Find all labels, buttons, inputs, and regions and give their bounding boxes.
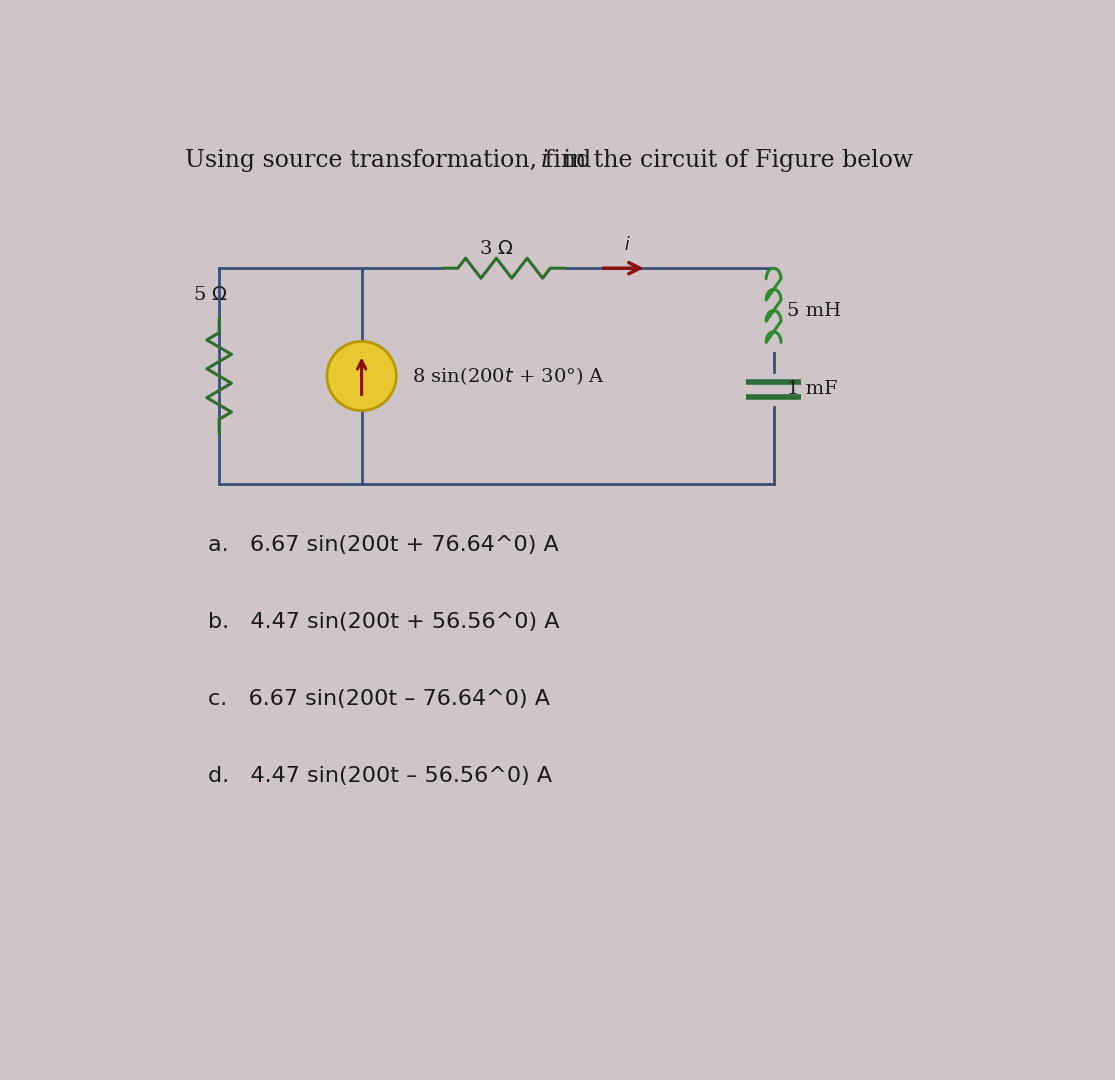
Text: 1 mF: 1 mF [787, 380, 838, 399]
Text: 5 mH: 5 mH [787, 301, 842, 320]
Circle shape [327, 341, 396, 410]
Text: in the circuit of Figure below: in the circuit of Figure below [556, 149, 913, 172]
Text: $i$: $i$ [624, 237, 630, 255]
Text: i: i [541, 149, 549, 172]
Text: 8 sin(200$t$ + 30°) A: 8 sin(200$t$ + 30°) A [411, 365, 605, 387]
Text: Using source transformation, find: Using source transformation, find [184, 149, 599, 172]
Text: 5 $\Omega$: 5 $\Omega$ [193, 286, 227, 305]
Text: c.   6.67 sin(200t – 76.64^0) A: c. 6.67 sin(200t – 76.64^0) A [207, 689, 550, 710]
Text: b.   4.47 sin(200t + 56.56^0) A: b. 4.47 sin(200t + 56.56^0) A [207, 612, 559, 633]
Text: 3 $\Omega$: 3 $\Omega$ [479, 240, 514, 258]
Text: d.   4.47 sin(200t – 56.56^0) A: d. 4.47 sin(200t – 56.56^0) A [207, 767, 552, 786]
Text: a.   6.67 sin(200t + 76.64^0) A: a. 6.67 sin(200t + 76.64^0) A [207, 536, 559, 555]
